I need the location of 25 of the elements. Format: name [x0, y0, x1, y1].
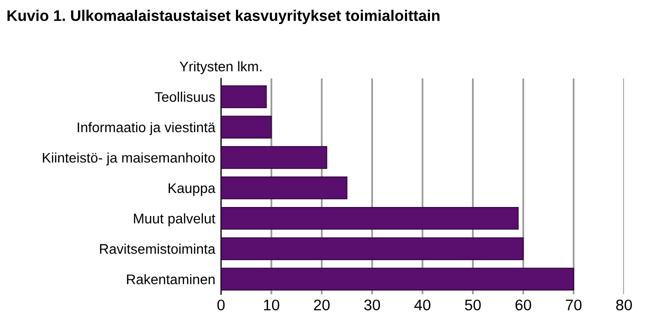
bar: [221, 176, 348, 200]
x-tick-label: 80: [616, 300, 632, 310]
y-tick-label: Kiinteistö- ja maisemanhoito: [42, 152, 215, 166]
y-tick-label: Teollisuus: [154, 92, 215, 102]
bar: [221, 85, 267, 108]
y-tick-label: Ravitsemistoiminta: [100, 244, 216, 254]
x-axis-title: Yritysten lkm.: [180, 61, 262, 74]
x-tick-label: 20: [314, 300, 330, 310]
y-tick-label: Informaatio ja viestintä: [78, 122, 216, 136]
y-tick-label: Muut palvelut: [134, 213, 216, 226]
x-tick-label: 50: [464, 300, 481, 310]
x-tick-label: 40: [414, 300, 430, 310]
bar: [221, 268, 574, 290]
x-tick-label: 70: [566, 300, 582, 310]
bar: [221, 206, 519, 230]
bar: [221, 146, 328, 169]
x-tick-label: 10: [264, 300, 280, 310]
y-tick-label: Kauppa: [168, 183, 216, 196]
x-tick-label: 0: [217, 300, 225, 310]
chart-title: Kuvio 1. Ulkomaalaistaustaiset kasvuyritykset toimialoittain: [8, 10, 440, 24]
bar: [221, 116, 272, 138]
y-tick-label: Rakentaminen: [127, 274, 215, 284]
x-tick-label: 30: [364, 300, 380, 310]
bar: [221, 237, 524, 260]
x-tick-label: 60: [516, 300, 532, 310]
